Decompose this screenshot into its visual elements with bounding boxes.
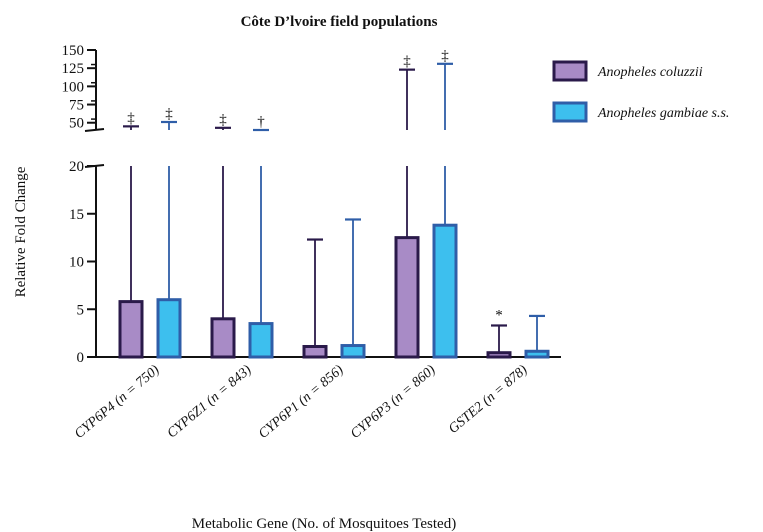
significance-mark: ‡ <box>403 54 411 70</box>
legend-swatch <box>554 62 586 80</box>
bar <box>526 351 548 357</box>
y-tick-label: 150 <box>62 43 85 59</box>
chart-title: Côte D’lvoire field populations <box>241 14 438 30</box>
y-tick-label: 5 <box>77 302 85 318</box>
x-tick-label: CYP6Z1 (n = 843) <box>165 362 255 441</box>
x-tick-label: CYP6P3 (n = 860) <box>348 362 439 442</box>
bar <box>250 324 272 357</box>
y-tick-label: 10 <box>69 255 84 271</box>
significance-mark: ‡ <box>127 110 135 126</box>
significance-mark: ‡ <box>165 106 173 122</box>
y-tick-label: 75 <box>69 98 84 114</box>
bar <box>120 302 142 357</box>
legend-swatch <box>554 103 586 121</box>
significance-mark: ‡ <box>441 48 449 64</box>
x-axis-title: Metabolic Gene (No. of Mosquitoes Tested… <box>192 516 456 532</box>
legend: Anopheles coluzzii Anopheles gambiae s.s. <box>554 62 729 121</box>
bar <box>434 225 456 357</box>
bar <box>342 346 364 357</box>
legend-label: Anopheles gambiae s.s. <box>597 106 729 121</box>
significance-mark: † <box>257 114 265 130</box>
bar <box>488 353 510 357</box>
bar <box>304 346 326 357</box>
significance-mark: * <box>495 307 503 323</box>
bar <box>396 238 418 357</box>
x-tick-label: CYP6P4 (n = 750) <box>72 362 163 442</box>
y-tick-label: 20 <box>69 159 84 175</box>
axis-break-mark <box>85 129 104 131</box>
y-tick-label: 100 <box>62 79 85 95</box>
x-tick-label: GSTE2 (n = 878) <box>446 362 531 437</box>
significance-mark: ‡ <box>219 112 227 128</box>
bars-group: ‡ ‡CYP6P4 (n = 750)‡ †CYP6Z1 (n = 843) CYP6… <box>72 48 548 442</box>
x-tick-label: CYP6P1 (n = 856) <box>256 362 347 442</box>
bar <box>158 300 180 357</box>
y-tick-label: 125 <box>62 61 85 77</box>
y-tick-label: 50 <box>69 116 84 132</box>
legend-label: Anopheles coluzzii <box>597 65 703 80</box>
y-tick-label: 15 <box>69 207 84 223</box>
y-tick-label: 0 <box>77 350 85 366</box>
bar <box>212 319 234 357</box>
y-axis-title: Relative Fold Change <box>13 166 29 297</box>
